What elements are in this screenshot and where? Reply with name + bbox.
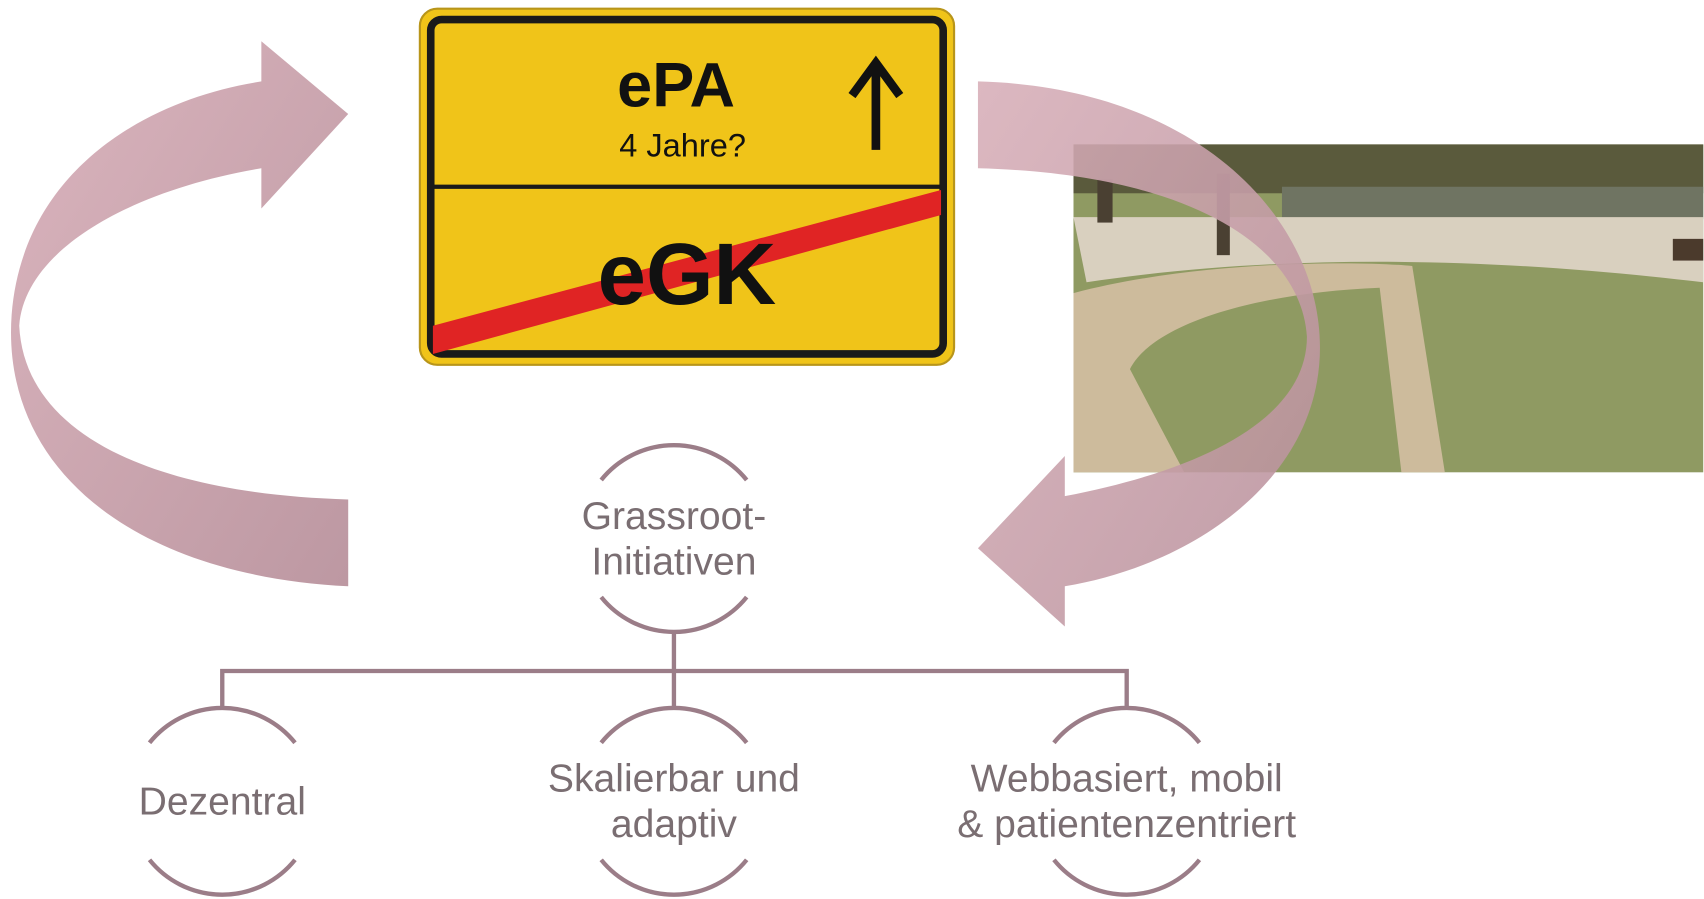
connector [222, 632, 1126, 708]
sign-crossed: eGK [598, 226, 777, 323]
node-label-line: Webbasiert, mobil [971, 758, 1283, 801]
node-label: Grassroot-Initiativen [582, 495, 767, 584]
node-label-line: Skalierbar und [548, 758, 800, 801]
node-arc [601, 445, 746, 480]
sign-title: ePA [617, 50, 735, 120]
node-arc [1054, 860, 1199, 895]
node-arc [601, 708, 746, 743]
node-label-line: Grassroot- [582, 495, 767, 538]
cycle-arrow-left [11, 41, 348, 586]
node-arc [601, 860, 746, 895]
node-arc [150, 708, 295, 743]
node-label-line: & patientenzentriert [957, 803, 1296, 846]
node-label: Dezentral [139, 780, 306, 823]
node-label-line: Initiativen [591, 540, 756, 583]
town-sign: ePA 4 Jahre? eGK [420, 9, 954, 365]
node-arc [1054, 708, 1199, 743]
diagram: ePA 4 Jahre? eGK Grassroot-Initiativen De… [0, 0, 1704, 899]
node-arc [150, 860, 295, 895]
node-label-line: Dezentral [139, 780, 306, 823]
node-label: Webbasiert, mobil& patientenzentriert [957, 758, 1296, 847]
node-label-line: adaptiv [611, 803, 737, 846]
sign-subtitle: 4 Jahre? [619, 127, 746, 163]
node-arc [601, 597, 746, 632]
